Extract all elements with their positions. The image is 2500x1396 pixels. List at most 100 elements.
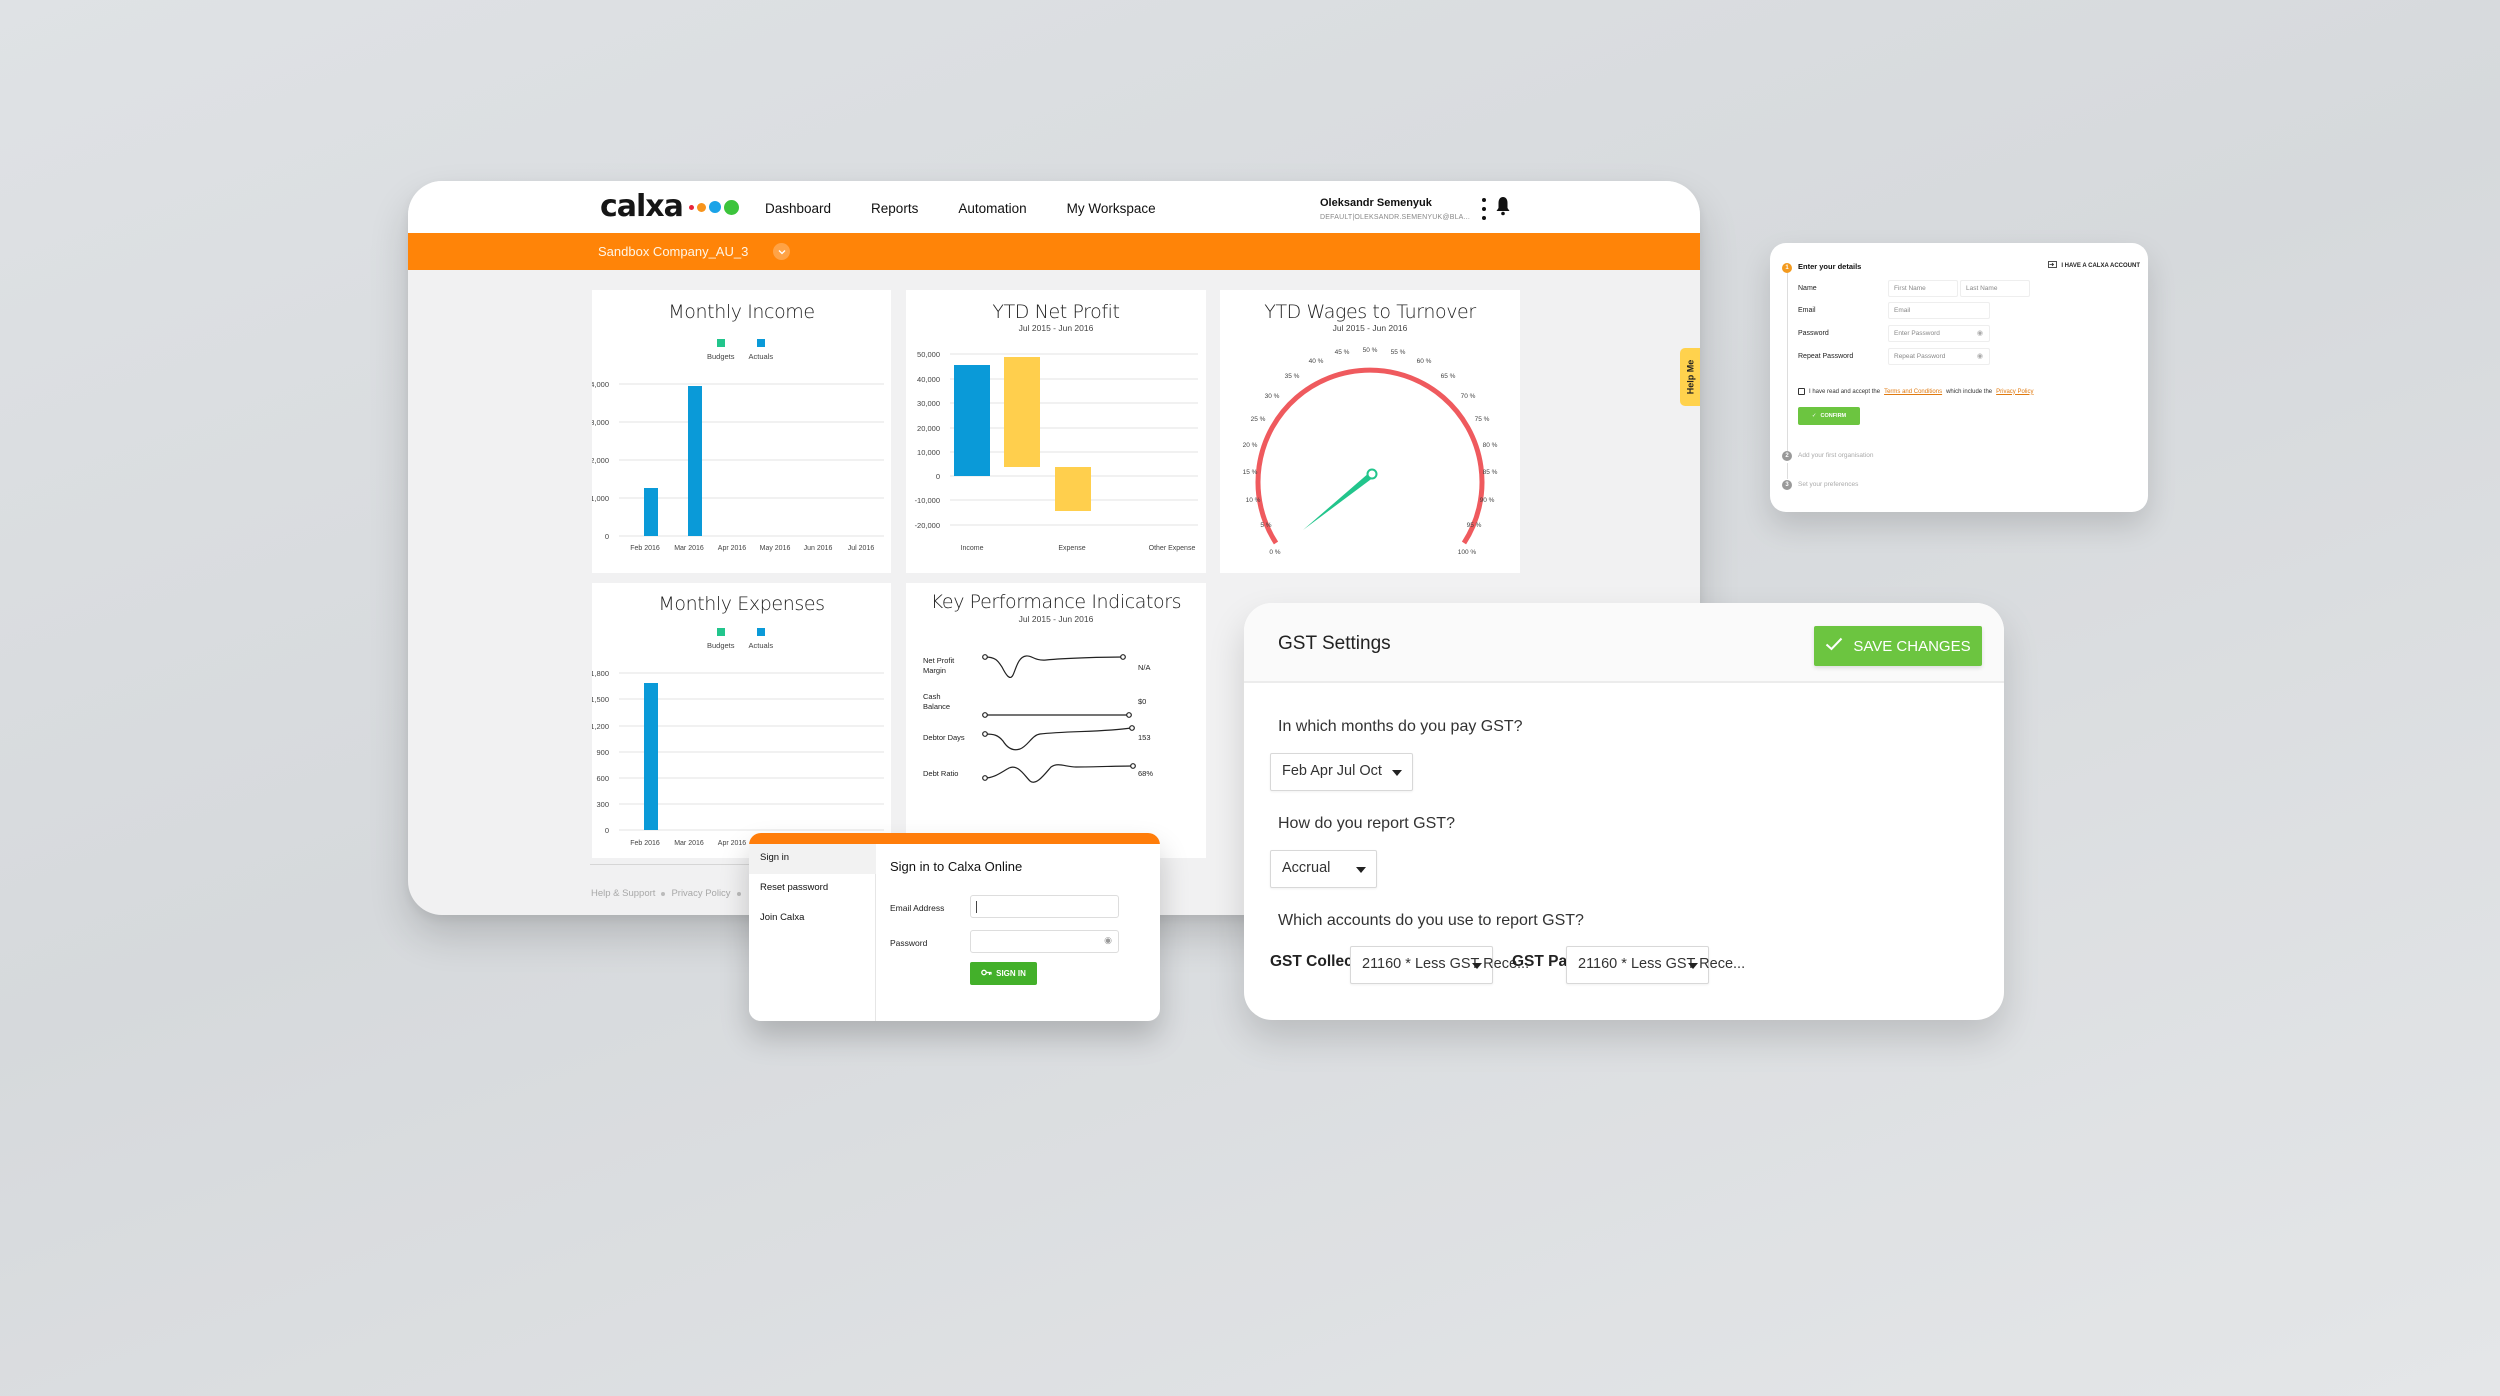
terms-checkbox[interactable] xyxy=(1798,388,1805,395)
legend-actuals[interactable]: Actuals xyxy=(749,339,773,361)
gst-months-select[interactable]: Feb Apr Jul Oct xyxy=(1270,753,1413,791)
nav-reports[interactable]: Reports xyxy=(871,201,919,216)
terms-link[interactable]: Terms and Conditions xyxy=(1884,388,1943,395)
notifications-bell-icon[interactable] xyxy=(1496,196,1510,221)
svg-text:Balance: Balance xyxy=(923,702,950,711)
legend-label: Budgets xyxy=(707,352,735,361)
repeat-password-placeholder: Repeat Password xyxy=(1894,353,1946,360)
svg-text:Margin: Margin xyxy=(923,666,946,675)
widget-title: Monthly Income xyxy=(668,301,815,323)
email-label: Email xyxy=(1798,307,1816,314)
svg-text:10 %: 10 % xyxy=(1246,497,1261,504)
svg-text:0: 0 xyxy=(605,826,609,835)
gst-method-select[interactable]: Accrual xyxy=(1270,850,1377,888)
svg-text:1,500: 1,500 xyxy=(592,695,609,704)
main-nav: Dashboard Reports Automation My Workspac… xyxy=(765,201,1156,216)
repeat-password-input[interactable]: Repeat Password ◉ xyxy=(1888,348,1990,365)
svg-text:0: 0 xyxy=(605,532,609,541)
svg-text:15 %: 15 % xyxy=(1243,469,1258,476)
svg-text:10,000: 10,000 xyxy=(917,448,940,457)
help-me-tab[interactable]: Help Me xyxy=(1680,348,1700,406)
user-menu[interactable]: Oleksandr Semenyuk DEFAULT|OLEKSANDR.SEM… xyxy=(1320,197,1470,221)
svg-text:0: 0 xyxy=(936,472,940,481)
calxa-logo[interactable]: calxa xyxy=(600,192,739,222)
accounts-question: Which accounts do you use to report GST? xyxy=(1278,912,1584,929)
gst-method-value: Accrual xyxy=(1282,860,1331,876)
password-placeholder: Enter Password xyxy=(1894,330,1940,337)
widget-subtitle: Jul 2015 - Jun 2016 xyxy=(1018,323,1094,333)
more-options-icon[interactable] xyxy=(1481,198,1487,220)
active-item-highlight xyxy=(749,844,876,874)
company-dropdown-chevron-icon[interactable] xyxy=(773,243,790,260)
gst-collected-select[interactable]: 21160 * Less GST Rece... xyxy=(1350,946,1529,984)
save-changes-button[interactable]: SAVE CHANGES xyxy=(1814,626,1982,666)
svg-text:Mar 2016: Mar 2016 xyxy=(674,840,704,847)
svg-text:Jul 2016: Jul 2016 xyxy=(848,545,875,552)
widget-title: YTD Net Profit xyxy=(992,301,1120,323)
nav-dashboard[interactable]: Dashboard xyxy=(765,201,832,216)
footer-links: Help & Support Privacy Policy xyxy=(591,888,741,899)
widget-title: Key Performance Indicators xyxy=(930,591,1182,613)
svg-text:65 %: 65 % xyxy=(1441,373,1456,380)
legend-budgets[interactable]: Budgets xyxy=(707,339,735,361)
svg-text:55 %: 55 % xyxy=(1391,349,1406,356)
footer-divider xyxy=(590,864,770,865)
company-name[interactable]: Sandbox Company_AU_3 xyxy=(598,244,749,259)
sign-in-button[interactable]: SIGN IN xyxy=(970,962,1037,985)
nav-my-workspace[interactable]: My Workspace xyxy=(1066,201,1156,216)
terms-middle: which include the xyxy=(1946,388,1993,395)
svg-text:-20,000: -20,000 xyxy=(915,521,940,530)
svg-text:May 2016: May 2016 xyxy=(760,545,791,552)
signin-menu-reset-password[interactable]: Reset password xyxy=(760,882,829,893)
show-password-eye-icon[interactable]: ◉ xyxy=(1104,935,1112,945)
wages-gauge-chart: 0 % 5 % 10 % 15 % 20 % 25 % 30 % 35 % 40 % 45 … xyxy=(1243,347,1498,556)
svg-text:Mar 2016: Mar 2016 xyxy=(674,545,704,552)
signin-menu-join-calxa[interactable]: Join Calxa xyxy=(760,912,805,923)
email-input[interactable] xyxy=(970,895,1119,918)
confirm-button[interactable]: ✓ CONFIRM xyxy=(1798,407,1860,425)
first-name-input[interactable]: First Name xyxy=(1888,280,1958,297)
last-name-input[interactable]: Last Name xyxy=(1960,280,2030,297)
signin-title: Sign in to Calxa Online xyxy=(890,859,1023,874)
legend-budgets[interactable]: Budgets xyxy=(707,628,735,650)
signin-menu-sign-in[interactable]: Sign in xyxy=(760,852,790,863)
svg-text:60 %: 60 % xyxy=(1417,358,1432,365)
svg-text:50,000: 50,000 xyxy=(917,350,940,359)
password-input[interactable]: Enter Password ◉ xyxy=(1888,325,1990,342)
report-question: How do you report GST? xyxy=(1278,815,1455,832)
net-profit-waterfall-chart: 50,000 40,000 30,000 20,000 10,000 0 -10,000 -… xyxy=(915,350,1198,552)
email-input[interactable]: Email xyxy=(1888,302,1990,319)
steps-connector-line xyxy=(1787,463,1788,479)
help-support-link[interactable]: Help & Support xyxy=(591,888,656,899)
svg-text:68%: 68% xyxy=(1138,769,1153,778)
privacy-policy-link[interactable]: Privacy Policy xyxy=(671,888,731,899)
check-icon: ✓ xyxy=(1811,413,1817,419)
gst-collected-label: GST Collected xyxy=(1270,953,1376,970)
svg-text:35 %: 35 % xyxy=(1285,373,1300,380)
svg-text:95 %: 95 % xyxy=(1467,522,1482,529)
signin-orange-strip xyxy=(749,833,1160,844)
monthly-expenses-widget: Monthly Expenses Budgets Actuals 1,800 1,… xyxy=(592,583,891,858)
ytd-net-profit-widget: YTD Net Profit Jul 2015 - Jun 2016 50,00… xyxy=(906,290,1206,573)
show-repeat-password-eye-icon[interactable]: ◉ xyxy=(1976,353,1983,360)
svg-text:25 %: 25 % xyxy=(1251,416,1266,423)
privacy-policy-link[interactable]: Privacy Policy xyxy=(1996,388,2034,395)
widget-title: YTD Wages to Turnover xyxy=(1264,301,1476,323)
legend-actuals[interactable]: Actuals xyxy=(749,628,773,650)
kpi-widget: Key Performance Indicators Jul 2015 - Ju… xyxy=(906,583,1206,858)
show-password-eye-icon[interactable]: ◉ xyxy=(1976,330,1983,337)
sign-in-label: SIGN IN xyxy=(996,969,1026,978)
dropdown-caret-icon xyxy=(1392,770,1402,776)
chart-legend: Budgets Actuals xyxy=(707,628,773,650)
svg-text:Jun 2016: Jun 2016 xyxy=(804,545,833,552)
nav-automation[interactable]: Automation xyxy=(958,201,1027,216)
have-account-link[interactable]: I HAVE A CALXA ACCOUNT xyxy=(2048,261,2140,270)
dropdown-caret-icon xyxy=(1472,963,1482,969)
svg-text:Debtor Days: Debtor Days xyxy=(923,733,965,742)
step-2-badge: 2 xyxy=(1782,451,1792,461)
months-question: In which months do you pay GST? xyxy=(1278,718,1523,735)
gst-paid-select[interactable]: 21160 * Less GST Rece... xyxy=(1566,946,1745,984)
legend-label: Budgets xyxy=(707,641,735,650)
password-input[interactable]: ◉ xyxy=(970,930,1119,953)
